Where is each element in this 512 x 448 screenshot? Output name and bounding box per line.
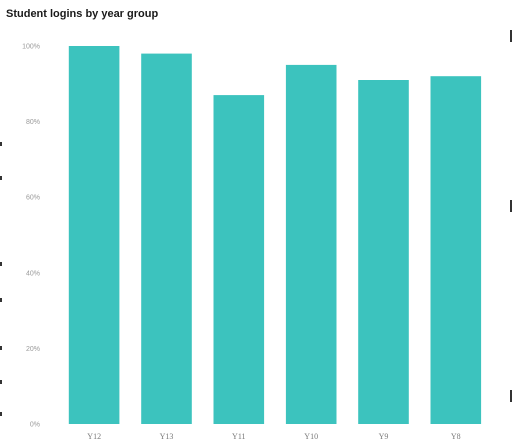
x-tick-label: Y13 [160, 432, 174, 441]
bars [68, 46, 482, 425]
bar-y9 [358, 80, 409, 424]
y-axis-ticks: 0% 20% 40% 60% 80% 100% [22, 44, 40, 429]
x-tick-label: Y11 [232, 432, 245, 441]
bar-y12 [68, 46, 120, 424]
bar-y11 [213, 95, 265, 424]
x-tick-label: Y12 [87, 432, 101, 441]
x-tick-label: Y8 [451, 432, 461, 441]
bar-y13 [141, 53, 192, 424]
chart-title: Student logins by year group [6, 8, 159, 20]
bar-y8 [430, 76, 482, 424]
y-tick-label: 0% [30, 422, 40, 429]
y-tick-label: 80% [26, 119, 40, 126]
y-tick-label: 100% [22, 44, 40, 51]
bar-y10 [285, 64, 337, 425]
y-tick-label: 40% [26, 270, 40, 277]
y-tick-label: 20% [26, 346, 40, 353]
x-tick-label: Y10 [304, 432, 318, 441]
x-axis-labels: Y12 Y13 Y11 Y10 Y9 Y8 [87, 432, 460, 441]
x-tick-label: Y9 [379, 432, 389, 441]
y-tick-label: 60% [26, 195, 40, 202]
